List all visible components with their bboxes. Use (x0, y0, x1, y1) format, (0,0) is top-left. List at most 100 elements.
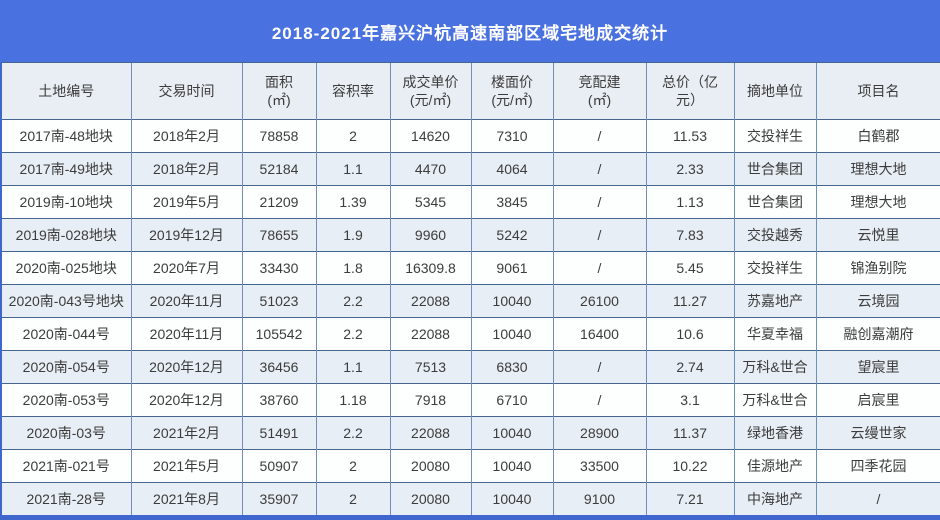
cell-area: 21209 (241, 185, 316, 219)
cell-buyer: 佳源地产 (733, 449, 816, 483)
table-header: 土地编号 交易时间 面积 (㎡) 容积率 成交单价 (元/㎡) 楼面价 (元/㎡… (1, 62, 940, 120)
cell-area: 78858 (241, 119, 316, 153)
cell-plot-ratio: 2.2 (315, 284, 390, 318)
cell-floor-price: 4064 (470, 152, 553, 186)
cell-trade-date: 2021年8月 (130, 482, 242, 518)
table-row: 2021南-021号 2021年5月 50907 2 20080 10040 3… (1, 449, 940, 483)
cell-trade-date: 2020年11月 (130, 284, 242, 318)
table-row: 2020南-025地块 2020年7月 33430 1.8 16309.8 90… (1, 251, 940, 285)
cell-buyer: 交投祥生 (733, 251, 816, 285)
column-header-trade-date: 交易时间 (130, 62, 242, 120)
cell-unit-price: 20080 (389, 449, 471, 483)
cell-buyer: 绿地香港 (733, 416, 816, 450)
cell-trade-date: 2021年2月 (130, 416, 242, 450)
cell-unit-price: 4470 (389, 152, 471, 186)
cell-total-price: 3.1 (645, 383, 734, 417)
cell-trade-date: 2020年7月 (130, 251, 242, 285)
cell-project: 四季花园 (815, 449, 940, 483)
cell-total-price: 2.33 (645, 152, 734, 186)
cell-area: 105542 (241, 317, 316, 351)
land-transaction-table: 土地编号 交易时间 面积 (㎡) 容积率 成交单价 (元/㎡) 楼面价 (元/㎡… (0, 62, 940, 520)
cell-unit-price: 5345 (389, 185, 471, 219)
table-row: 2020南-03号 2021年2月 51491 2.2 22088 10040 … (1, 416, 940, 450)
cell-land-id: 2020南-054号 (1, 350, 131, 384)
cell-allocation: / (552, 119, 646, 153)
cell-allocation: 33500 (552, 449, 646, 483)
cell-land-id: 2017南-49地块 (1, 152, 131, 186)
cell-allocation: / (552, 152, 646, 186)
cell-buyer: 交投祥生 (733, 119, 816, 153)
cell-trade-date: 2019年5月 (130, 185, 242, 219)
cell-floor-price: 10040 (470, 482, 553, 518)
cell-total-price: 7.83 (645, 218, 734, 252)
cell-total-price: 11.53 (645, 119, 734, 153)
cell-total-price: 1.13 (645, 185, 734, 219)
cell-project: 云境园 (815, 284, 940, 318)
cell-unit-price: 16309.8 (389, 251, 471, 285)
column-header-area: 面积 (㎡) (241, 62, 316, 120)
cell-plot-ratio: 1.1 (315, 152, 390, 186)
cell-unit-price: 20080 (389, 482, 471, 518)
cell-land-id: 2019南-028地块 (1, 218, 131, 252)
table-row: 2020南-043号地块 2020年11月 51023 2.2 22088 10… (1, 284, 940, 318)
cell-allocation: 28900 (552, 416, 646, 450)
cell-area: 33430 (241, 251, 316, 285)
table-row: 2017南-49地块 2018年2月 52184 1.1 4470 4064 /… (1, 152, 940, 186)
cell-land-id: 2019南-10地块 (1, 185, 131, 219)
column-header-land-id: 土地编号 (1, 62, 131, 120)
cell-project: 启宸里 (815, 383, 940, 417)
cell-trade-date: 2020年12月 (130, 350, 242, 384)
cell-buyer: 万科&世合 (733, 383, 816, 417)
cell-buyer: 中海地产 (733, 482, 816, 518)
cell-land-id: 2020南-025地块 (1, 251, 131, 285)
cell-floor-price: 10040 (470, 317, 553, 351)
table-row: 2020南-044号 2020年11月 105542 2.2 22088 100… (1, 317, 940, 351)
cell-plot-ratio: 1.9 (315, 218, 390, 252)
cell-project: 云缦世家 (815, 416, 940, 450)
cell-plot-ratio: 1.39 (315, 185, 390, 219)
cell-total-price: 11.27 (645, 284, 734, 318)
cell-project: 锦渔别院 (815, 251, 940, 285)
table-row: 2021南-28号 2021年8月 35907 2 20080 10040 91… (1, 482, 940, 518)
cell-project: 理想大地 (815, 152, 940, 186)
cell-area: 51491 (241, 416, 316, 450)
cell-unit-price: 9960 (389, 218, 471, 252)
cell-land-id: 2020南-043号地块 (1, 284, 131, 318)
cell-buyer: 苏嘉地产 (733, 284, 816, 318)
cell-buyer: 华夏幸福 (733, 317, 816, 351)
cell-floor-price: 7310 (470, 119, 553, 153)
cell-trade-date: 2018年2月 (130, 119, 242, 153)
header-row: 土地编号 交易时间 面积 (㎡) 容积率 成交单价 (元/㎡) 楼面价 (元/㎡… (1, 62, 940, 120)
cell-project: 望宸里 (815, 350, 940, 384)
cell-unit-price: 7513 (389, 350, 471, 384)
column-header-floor-price: 楼面价 (元/㎡) (470, 62, 553, 120)
cell-area: 51023 (241, 284, 316, 318)
cell-area: 78655 (241, 218, 316, 252)
cell-total-price: 11.37 (645, 416, 734, 450)
cell-land-id: 2017南-48地块 (1, 119, 131, 153)
cell-trade-date: 2018年2月 (130, 152, 242, 186)
cell-floor-price: 9061 (470, 251, 553, 285)
cell-project: 融创嘉潮府 (815, 317, 940, 351)
table-row: 2020南-053号 2020年12月 38760 1.18 7918 6710… (1, 383, 940, 417)
cell-buyer: 交投越秀 (733, 218, 816, 252)
cell-area: 52184 (241, 152, 316, 186)
cell-area: 38760 (241, 383, 316, 417)
cell-total-price: 10.22 (645, 449, 734, 483)
cell-area: 36456 (241, 350, 316, 384)
column-header-unit-price: 成交单价 (元/㎡) (389, 62, 471, 120)
cell-total-price: 5.45 (645, 251, 734, 285)
cell-allocation: 26100 (552, 284, 646, 318)
column-header-buyer: 摘地单位 (733, 62, 816, 120)
cell-floor-price: 5242 (470, 218, 553, 252)
cell-area: 50907 (241, 449, 316, 483)
cell-plot-ratio: 1.8 (315, 251, 390, 285)
cell-floor-price: 6710 (470, 383, 553, 417)
table-row: 2019南-028地块 2019年12月 78655 1.9 9960 5242… (1, 218, 940, 252)
cell-total-price: 7.21 (645, 482, 734, 518)
cell-allocation: / (552, 350, 646, 384)
cell-buyer: 世合集团 (733, 152, 816, 186)
cell-total-price: 10.6 (645, 317, 734, 351)
column-header-total-price: 总价（亿 元） (645, 62, 734, 120)
